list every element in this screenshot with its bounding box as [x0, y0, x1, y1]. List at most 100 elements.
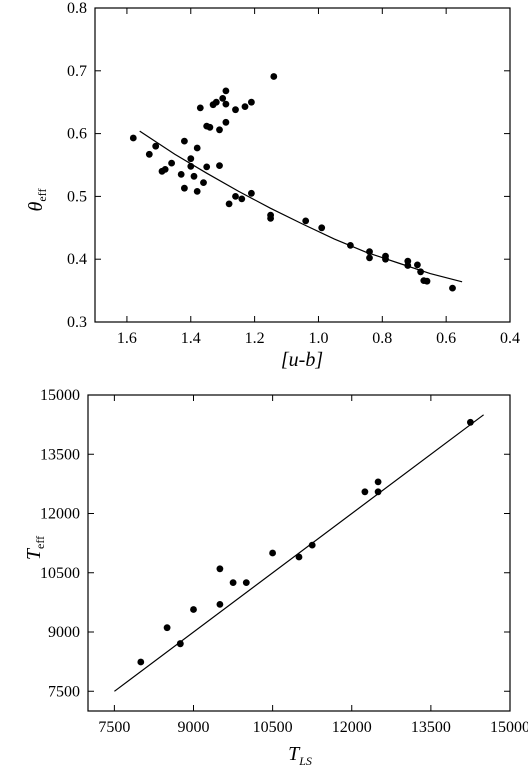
data-point — [193, 144, 201, 152]
chart1-x-axis-label: [u-b] — [281, 349, 323, 371]
data-point — [248, 98, 255, 106]
chart1-ticks — [95, 7, 511, 323]
y-tick-label: 0.4 — [67, 251, 87, 268]
data-point — [200, 179, 207, 187]
data-point — [177, 171, 185, 178]
y-tick-label: 12000 — [40, 506, 80, 523]
data-point — [361, 488, 369, 496]
x-tick-label: 1.2 — [245, 330, 265, 347]
y-tick-label: 0.6 — [67, 126, 87, 143]
data-point — [187, 162, 195, 170]
data-point — [267, 215, 274, 222]
data-point — [168, 159, 176, 167]
x-tick-label: 7500 — [98, 719, 130, 736]
chart1-tick-labels: 1.6 1.4 1.2 1.0 0.8 0.6 0.4 0.3 0.4 0.5 0.6 0.7 0.8 — [67, 0, 520, 347]
y-tick-label: 13500 — [40, 446, 80, 463]
data-point — [318, 224, 326, 232]
x-tick-label: 1.4 — [181, 330, 201, 347]
chart2-x-axis-label-sub: LS — [298, 754, 312, 768]
chart2-y-axis-label-main: T — [23, 547, 45, 560]
data-point — [203, 163, 211, 171]
data-point — [449, 284, 456, 292]
x-tick-label: 9000 — [178, 719, 210, 736]
chart1-y-axis-label-main: θ — [25, 201, 47, 211]
x-tick-label: 13500 — [411, 719, 451, 736]
data-point — [190, 172, 198, 180]
x-tick-label: 0.4 — [500, 330, 520, 347]
theta-vs-ub-chart: 1.6 1.4 1.2 1.0 0.8 0.6 0.40.30.40.50.60.70.8 … — [25, 0, 520, 371]
chart2-ticks — [88, 394, 511, 711]
x-tick-label: 1.0 — [308, 330, 328, 347]
data-point — [414, 261, 421, 269]
data-point — [229, 579, 237, 586]
y-tick-label: 9000 — [48, 624, 80, 641]
data-point — [238, 195, 246, 203]
data-point — [222, 100, 230, 108]
chart1-frame — [94, 7, 511, 323]
chart2-points — [137, 418, 474, 666]
data-point — [152, 142, 160, 150]
data-point — [242, 579, 250, 586]
chart2-x-axis-label: TLS — [288, 743, 312, 768]
data-point — [137, 658, 145, 666]
data-point — [225, 200, 233, 208]
data-point — [423, 277, 431, 285]
chart1-y-axis-label: θeff — [25, 189, 49, 212]
data-point — [295, 553, 303, 561]
data-point — [222, 118, 230, 126]
data-point — [248, 189, 255, 197]
data-point — [404, 262, 412, 269]
data-point — [222, 87, 230, 95]
data-point — [241, 103, 249, 110]
x-tick-label: 1.6 — [117, 330, 137, 347]
data-point — [232, 193, 239, 200]
data-point — [269, 549, 276, 557]
x-tick-label: 15000 — [490, 719, 528, 736]
x-tick-label: 10500 — [253, 719, 293, 736]
chart2-x-axis-label-main: T — [288, 743, 301, 765]
data-point — [374, 488, 382, 496]
chart1-fit-curve — [139, 130, 463, 283]
x-tick-label: 0.6 — [436, 330, 456, 347]
data-point — [181, 137, 188, 145]
data-point — [374, 478, 382, 486]
data-point — [366, 248, 373, 256]
chart2-tick-labels: 7500 9000 10500 12000 13500 15000 7500 9000 1050… — [40, 387, 528, 736]
data-point — [196, 104, 204, 112]
data-point — [382, 255, 389, 263]
chart2-frame — [87, 394, 511, 712]
data-point — [206, 123, 214, 131]
data-point — [467, 418, 474, 426]
data-point — [187, 155, 195, 163]
x-tick-label: 12000 — [332, 719, 372, 736]
data-point — [145, 150, 153, 158]
data-point — [302, 217, 310, 225]
data-point — [216, 601, 224, 608]
chart1-y-axis-label-sub: eff — [35, 189, 49, 202]
data-point — [216, 126, 223, 134]
data-point — [212, 98, 220, 106]
data-point — [163, 624, 171, 632]
data-point — [417, 268, 424, 276]
data-point — [219, 95, 227, 102]
y-tick-label: 0.8 — [67, 0, 87, 17]
data-point — [232, 106, 239, 114]
data-point — [347, 242, 354, 249]
chart2-fit-line — [114, 414, 484, 692]
data-point — [181, 184, 188, 192]
data-point — [366, 254, 373, 262]
chart1-points — [129, 73, 456, 292]
data-point — [193, 188, 201, 195]
chart2-y-axis-label-sub: eff — [33, 536, 47, 549]
data-point — [129, 134, 137, 142]
x-tick-label: 0.8 — [372, 330, 392, 347]
y-tick-label: 10500 — [40, 565, 80, 582]
data-point — [308, 541, 316, 549]
y-tick-label: 7500 — [48, 683, 80, 700]
y-tick-label: 15000 — [40, 387, 80, 404]
teff-vs-tls-chart: 7500 9000 10500 12000 13500 15000 7500 9000 1050… — [23, 387, 528, 768]
chart2-y-axis-label: Teff — [23, 536, 47, 560]
data-point — [176, 640, 184, 648]
y-tick-label: 0.5 — [67, 188, 87, 205]
